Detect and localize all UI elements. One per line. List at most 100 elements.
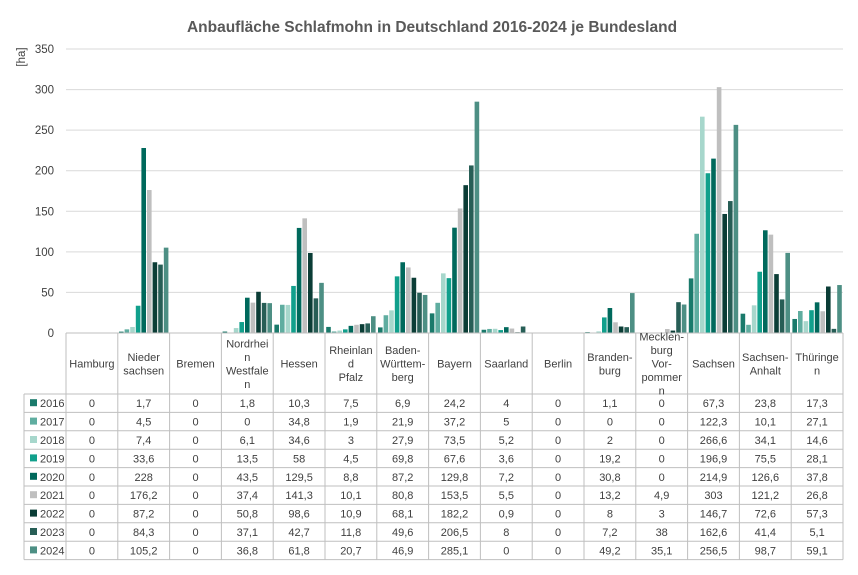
- bar: [222, 331, 228, 333]
- legend-label: 2016: [40, 398, 64, 410]
- bar: [285, 304, 291, 333]
- table-cell: 0: [503, 545, 509, 557]
- bar: [705, 173, 711, 333]
- bar: [613, 322, 618, 333]
- table-cell: 0: [89, 435, 95, 447]
- bar: [291, 285, 296, 333]
- legend-label: 2019: [40, 453, 64, 465]
- bar: [803, 321, 809, 333]
- table-cell: 1,7: [136, 398, 151, 410]
- bar: [763, 230, 768, 333]
- bar: [378, 327, 383, 333]
- table-cell: 0: [192, 472, 198, 484]
- table-cell: 4,9: [654, 490, 669, 502]
- bar: [383, 315, 389, 333]
- bar: [814, 302, 820, 333]
- bar: [487, 328, 492, 333]
- table-cell: 285,1: [441, 545, 469, 557]
- legend-key: [30, 436, 37, 443]
- bar: [740, 313, 746, 333]
- table-cell: 13,5: [237, 453, 258, 465]
- table-cell: 5,1: [809, 527, 824, 539]
- table-cell: 72,6: [755, 509, 776, 521]
- table-cell: 0: [89, 490, 95, 502]
- table-cell: 36,8: [237, 545, 258, 557]
- bar: [319, 282, 324, 333]
- table-cell: 153,5: [441, 490, 469, 502]
- table-cell: 8,8: [343, 472, 358, 484]
- table-cell: 10,1: [340, 490, 361, 502]
- table-cell: 21,9: [392, 417, 413, 429]
- table-cell: 98,6: [288, 509, 309, 521]
- bar: [681, 304, 687, 333]
- table-cell: 33,6: [133, 453, 154, 465]
- table-cell: 80,8: [392, 490, 413, 502]
- table-cell: 67,3: [703, 398, 724, 410]
- bar: [348, 325, 354, 333]
- table-cell: 37,4: [237, 490, 258, 502]
- chart-title: Anbaufläche Schlafmohn in Deutschland 20…: [187, 19, 677, 36]
- table-cell: 3,6: [499, 453, 514, 465]
- bar: [728, 201, 733, 333]
- bar: [435, 302, 440, 333]
- table-cell: 0: [192, 453, 198, 465]
- bar: [296, 227, 302, 333]
- bar: [492, 328, 498, 333]
- table-cell: 0: [555, 490, 561, 502]
- bar: [135, 305, 141, 333]
- table-cell: 0: [89, 453, 95, 465]
- bar: [141, 147, 146, 333]
- table-cell: 50,8: [237, 509, 258, 521]
- y-axis-label: [ha]: [16, 47, 28, 66]
- bar: [152, 262, 158, 333]
- category-label: Sachsen: [692, 359, 735, 371]
- bar: [359, 324, 365, 333]
- bar: [422, 294, 428, 333]
- table-cell: 206,5: [441, 527, 469, 539]
- table-cell: 0: [555, 509, 561, 521]
- y-tick-label: 0: [48, 328, 54, 340]
- bar: [733, 124, 739, 334]
- table-cell: 35,1: [651, 545, 672, 557]
- table-cell: 7,2: [602, 527, 617, 539]
- table-cell: 37,8: [806, 472, 827, 484]
- table-cell: 0: [192, 417, 198, 429]
- table-cell: 0: [555, 545, 561, 557]
- table-cell: 2: [607, 435, 613, 447]
- table-cell: 0: [192, 545, 198, 557]
- bar: [429, 313, 435, 333]
- category-label: Rheinlan d Pfalz: [329, 345, 372, 384]
- category-label: Baden-Württem-berg: [380, 345, 426, 384]
- legend-label: 2023: [40, 527, 64, 539]
- table-cell: 228: [135, 472, 153, 484]
- table-cell: 0: [89, 417, 95, 429]
- table-cell: 34,1: [755, 435, 776, 447]
- category-label: Branden-burg: [587, 352, 633, 378]
- bar: [245, 297, 250, 333]
- table-cell: 4,5: [136, 417, 151, 429]
- bar: [785, 252, 790, 333]
- table-cell: 19,2: [599, 453, 620, 465]
- legend-key: [30, 528, 37, 535]
- table-cell: 11,8: [341, 527, 362, 539]
- table-cell: 43,5: [237, 472, 258, 484]
- table-cell: 0: [659, 472, 665, 484]
- table-cell: 0: [555, 435, 561, 447]
- bar: [618, 326, 624, 333]
- table-cell: 42,7: [288, 527, 309, 539]
- legend-label: 2018: [40, 435, 64, 447]
- table-cell: 0: [89, 472, 95, 484]
- table-cell: 7,5: [343, 398, 358, 410]
- bar: [831, 328, 837, 333]
- table-cell: 0: [192, 509, 198, 521]
- category-label: Hamburg: [69, 359, 114, 371]
- table-cell: 0: [89, 398, 95, 410]
- table-cell: 0: [555, 453, 561, 465]
- bar: [326, 326, 331, 333]
- bar: [779, 299, 785, 333]
- table-cell: 256,5: [700, 545, 728, 557]
- bar: [700, 116, 705, 333]
- bar: [417, 292, 422, 333]
- bar: [463, 185, 468, 333]
- bar: [313, 298, 319, 333]
